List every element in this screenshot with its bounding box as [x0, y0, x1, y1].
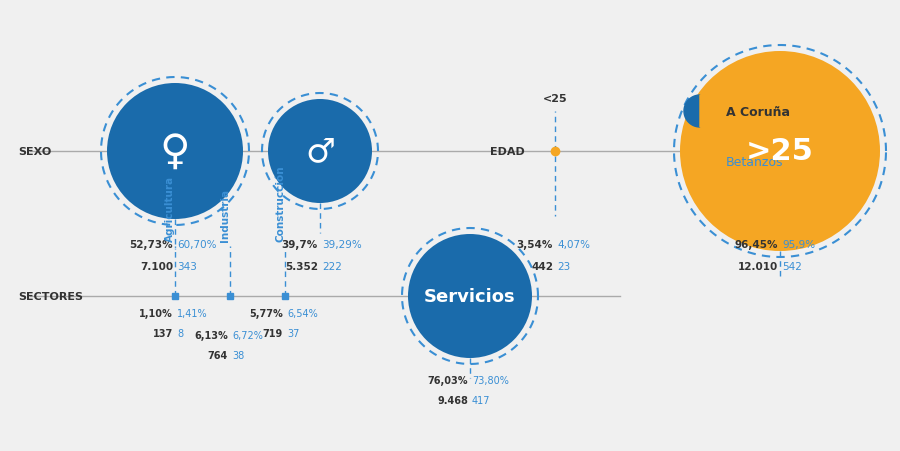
- Text: 6,13%: 6,13%: [194, 330, 228, 340]
- Text: 1,10%: 1,10%: [140, 308, 173, 318]
- Text: 23: 23: [557, 262, 571, 272]
- Text: 96,45%: 96,45%: [734, 239, 778, 249]
- Text: 1,41%: 1,41%: [177, 308, 208, 318]
- Text: 542: 542: [782, 262, 802, 272]
- Circle shape: [408, 235, 532, 358]
- Text: EDAD: EDAD: [490, 147, 525, 156]
- Text: 343: 343: [177, 262, 197, 272]
- Text: 137: 137: [153, 328, 173, 338]
- Text: 60,70%: 60,70%: [177, 239, 217, 249]
- Text: 39,7%: 39,7%: [282, 239, 318, 249]
- Text: ♂: ♂: [305, 135, 335, 168]
- Text: 764: 764: [208, 350, 228, 360]
- Text: 442: 442: [531, 262, 553, 272]
- Text: Betanzos: Betanzos: [726, 155, 784, 168]
- Text: 52,73%: 52,73%: [130, 239, 173, 249]
- Text: <25: <25: [543, 94, 567, 104]
- Text: 38: 38: [232, 350, 244, 360]
- Text: 12.010: 12.010: [738, 262, 778, 272]
- Text: Industria: Industria: [220, 189, 230, 241]
- Text: 222: 222: [322, 262, 342, 272]
- Text: 5.352: 5.352: [285, 262, 318, 272]
- Polygon shape: [700, 96, 716, 128]
- Text: 8: 8: [177, 328, 183, 338]
- Text: SEXO: SEXO: [18, 147, 51, 156]
- Circle shape: [268, 100, 372, 203]
- Text: Servicios: Servicios: [424, 287, 516, 305]
- Text: 95,9%: 95,9%: [782, 239, 815, 249]
- Text: 7.100: 7.100: [140, 262, 173, 272]
- Text: SECTORES: SECTORES: [18, 291, 83, 301]
- Text: 73,80%: 73,80%: [472, 375, 508, 385]
- Text: Agricultura: Agricultura: [165, 175, 175, 241]
- Text: >25: >25: [746, 137, 814, 166]
- Text: ♀: ♀: [160, 131, 190, 173]
- Text: 76,03%: 76,03%: [428, 375, 468, 385]
- Text: 6,54%: 6,54%: [287, 308, 318, 318]
- Text: 9.468: 9.468: [437, 395, 468, 405]
- Circle shape: [107, 84, 243, 220]
- Circle shape: [680, 52, 880, 252]
- Text: 3,54%: 3,54%: [517, 239, 553, 249]
- Text: A Coruña: A Coruña: [726, 105, 790, 118]
- Text: 6,72%: 6,72%: [232, 330, 263, 340]
- Polygon shape: [684, 96, 700, 128]
- Text: 39,29%: 39,29%: [322, 239, 362, 249]
- Text: 719: 719: [263, 328, 283, 338]
- Text: 5,77%: 5,77%: [249, 308, 283, 318]
- Text: 37: 37: [287, 328, 300, 338]
- Text: 4,07%: 4,07%: [557, 239, 590, 249]
- Text: Construcción: Construcción: [275, 165, 285, 241]
- Text: 417: 417: [472, 395, 491, 405]
